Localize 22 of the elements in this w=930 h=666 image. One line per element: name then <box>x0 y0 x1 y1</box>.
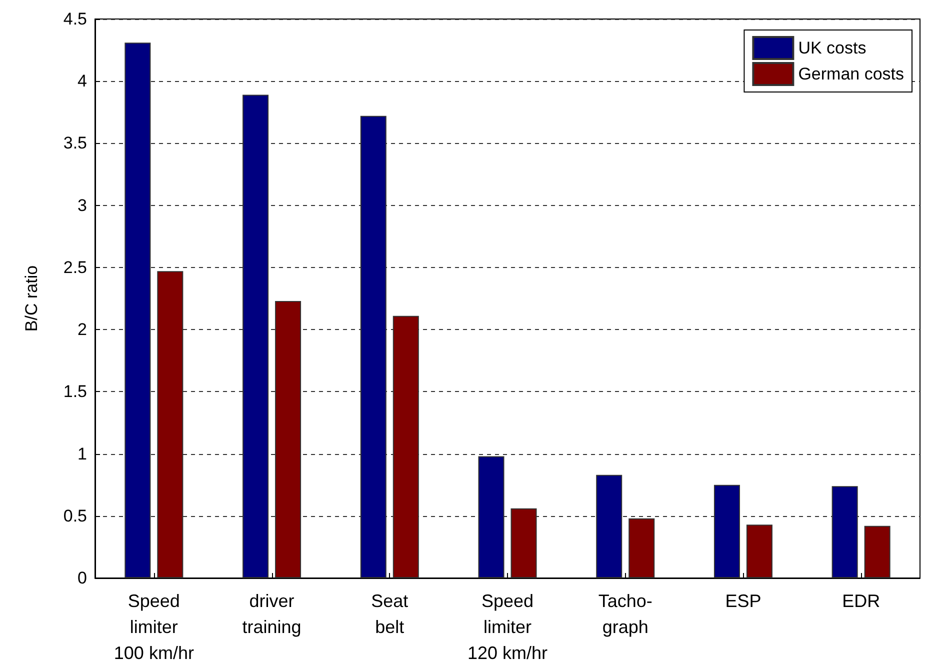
legend-label: UK costs <box>798 38 866 58</box>
x-tick-label: Seat belt <box>371 591 408 637</box>
x-tick-label: EDR <box>842 591 880 611</box>
bar <box>746 524 772 578</box>
y-tick-label: 0 <box>78 568 87 588</box>
y-tick-label: 4.5 <box>63 10 87 28</box>
y-tick-label: 3 <box>78 196 87 215</box>
x-tick-label: Speed limiter 120 km/hr <box>467 591 548 663</box>
x-tick-label: Speed limiter 100 km/hr <box>114 591 194 663</box>
y-tick-label: 4 <box>78 72 87 91</box>
legend-label: German costs <box>798 64 904 84</box>
y-tick-label: 2.5 <box>63 258 87 277</box>
y-tick-label: 2 <box>78 320 87 340</box>
x-tick-label: ESP <box>725 591 762 611</box>
x-tick-label: Tacho- graph <box>598 591 652 637</box>
y-axis-title: B/C ratio <box>22 265 41 332</box>
x-tick-label: driver training <box>242 591 302 637</box>
y-tick-label: 1.5 <box>63 382 87 402</box>
y-tick-label: 1 <box>78 444 87 464</box>
y-tick-label: 3.5 <box>63 134 87 153</box>
y-tick-label: 0.5 <box>63 506 87 526</box>
bar <box>864 526 890 578</box>
